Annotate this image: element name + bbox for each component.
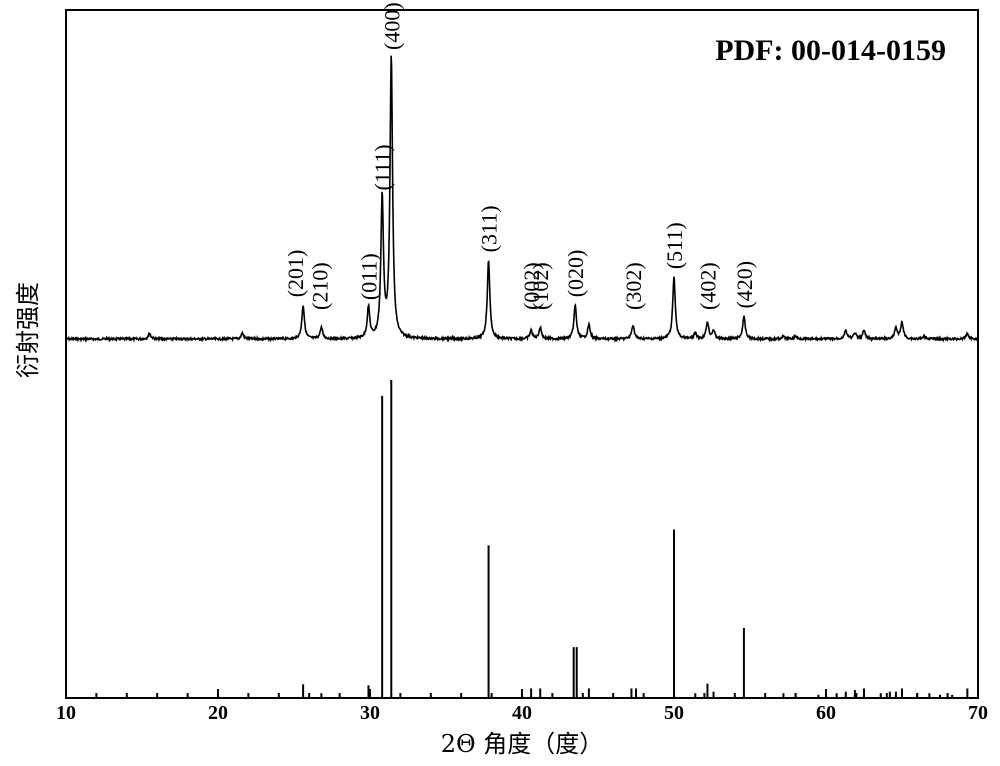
x-tick-label: 60 bbox=[816, 702, 836, 724]
peak-label: (420) bbox=[732, 261, 757, 309]
x-tick-label: 50 bbox=[664, 702, 684, 724]
peak-label: (402) bbox=[695, 262, 720, 310]
x-tick-label: 70 bbox=[968, 702, 988, 724]
x-axis-title: 2Θ 角度（度） bbox=[441, 730, 604, 758]
peak-label: (102) bbox=[528, 262, 553, 310]
pattern-line bbox=[65, 55, 979, 343]
reference-card-label: PDF: 00-014-0159 bbox=[715, 34, 946, 67]
peak-label: (011) bbox=[356, 253, 381, 300]
y-axis-title: 衍射强度 bbox=[14, 282, 42, 378]
peak-label: (201) bbox=[283, 250, 308, 298]
peak-label: (311) bbox=[477, 205, 502, 252]
x-tick-label: 10 bbox=[56, 702, 76, 724]
x-tick-label: 30 bbox=[360, 702, 380, 724]
peak-labels: (201) (210) (011) (111) (400) (311) (002)(102)… bbox=[283, 2, 757, 310]
x-tick-label: 20 bbox=[208, 702, 228, 724]
peak-label: (400) bbox=[379, 2, 404, 50]
x-tick-label: 40 bbox=[512, 702, 532, 724]
peak-label: (020) bbox=[563, 250, 588, 298]
peak-label: (002) bbox=[519, 262, 544, 310]
peak-label: (210) bbox=[307, 262, 332, 310]
reference-pattern bbox=[302, 380, 969, 698]
x-axis-ticks: 10 20 30 40 50 60 70 bbox=[56, 689, 988, 724]
peak-label: (302) bbox=[621, 262, 646, 310]
peak-label: (511) bbox=[662, 222, 687, 269]
plot-frame bbox=[65, 9, 979, 699]
peak-label: (111) bbox=[370, 144, 395, 190]
diffraction-pattern bbox=[65, 55, 979, 343]
